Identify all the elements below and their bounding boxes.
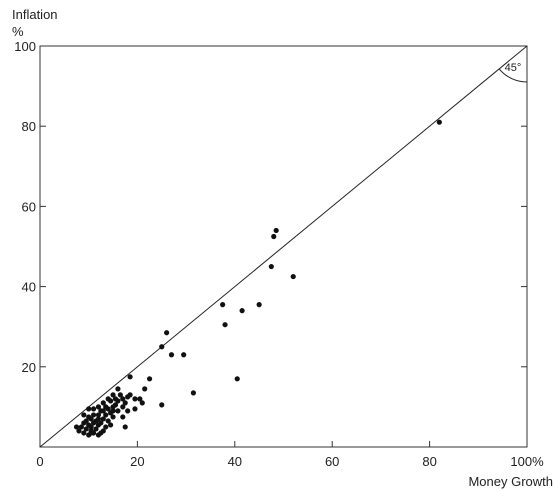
data-point xyxy=(110,408,116,414)
data-point xyxy=(86,432,92,438)
reference-line-45deg xyxy=(39,45,528,448)
data-point xyxy=(86,414,92,420)
data-point xyxy=(290,273,296,280)
data-point xyxy=(98,408,104,414)
data-point xyxy=(220,302,226,308)
x-tick-label: 60 xyxy=(325,454,339,469)
y-tick-label: 100 xyxy=(14,39,36,54)
data-point xyxy=(81,420,87,426)
data-point xyxy=(137,396,143,402)
data-point xyxy=(103,404,109,410)
data-point xyxy=(110,404,116,410)
x-tick-label: 20 xyxy=(130,454,144,469)
data-point xyxy=(436,119,442,125)
data-point xyxy=(86,406,92,412)
data-point xyxy=(132,396,138,402)
data-point xyxy=(100,416,106,422)
data-point xyxy=(78,424,84,430)
data-point xyxy=(125,408,131,414)
data-point xyxy=(122,400,128,406)
data-point xyxy=(110,414,116,420)
data-point xyxy=(115,398,121,404)
data-point xyxy=(139,400,145,406)
data-point xyxy=(181,352,187,358)
data-point xyxy=(95,432,102,438)
data-point xyxy=(122,424,128,430)
data-point xyxy=(95,412,102,418)
data-point xyxy=(81,430,87,436)
data-point xyxy=(100,400,106,406)
data-point xyxy=(120,404,126,410)
data-point xyxy=(146,376,153,382)
data-point xyxy=(271,233,277,240)
data-point xyxy=(105,418,111,424)
x-axis: 0 20 40 60 80 100% xyxy=(36,441,544,469)
y-tick-label: 40 xyxy=(22,280,36,295)
data-point xyxy=(168,352,175,358)
y-tick-label: 20 xyxy=(22,360,36,375)
data-point xyxy=(95,404,102,410)
data-point xyxy=(81,412,87,418)
data-point xyxy=(273,227,279,234)
data-point xyxy=(120,396,126,402)
data-point xyxy=(90,406,97,412)
data-point xyxy=(86,422,92,428)
data-point xyxy=(108,422,114,428)
data-point xyxy=(222,322,228,328)
data-point xyxy=(93,426,99,432)
data-point xyxy=(239,308,245,314)
data-point xyxy=(76,428,82,434)
data-point xyxy=(256,302,262,308)
x-tick-label: 0 xyxy=(36,454,43,469)
data-point xyxy=(73,424,80,430)
y-axis-title: Inflation xyxy=(12,7,58,22)
data-point xyxy=(127,374,133,380)
data-point xyxy=(268,263,274,270)
data-point xyxy=(95,422,102,428)
plot-frame xyxy=(39,45,528,448)
y-axis: 20 40 60 80 100 xyxy=(14,39,527,375)
y-tick-label: 80 xyxy=(22,119,36,134)
data-point xyxy=(159,344,165,350)
data-point xyxy=(234,376,240,382)
data-point xyxy=(105,396,111,402)
data-point xyxy=(159,402,165,408)
x-tick-label: 80 xyxy=(422,454,436,469)
x-tick-label: 40 xyxy=(228,454,242,469)
data-point xyxy=(90,412,97,418)
y-axis-unit: % xyxy=(12,24,24,39)
data-point xyxy=(115,408,121,414)
x-axis-title: Money Growth xyxy=(468,474,553,489)
x-tick-label: 100% xyxy=(510,454,544,469)
data-point xyxy=(164,330,170,336)
data-point xyxy=(120,414,126,420)
data-point xyxy=(117,392,123,398)
angle-label: 45° xyxy=(505,62,522,74)
data-point xyxy=(90,420,97,426)
data-point xyxy=(142,386,148,392)
data-point xyxy=(132,406,138,412)
data-point xyxy=(110,392,116,398)
angle-arc xyxy=(498,68,528,83)
data-point xyxy=(125,394,131,400)
data-point xyxy=(103,412,109,418)
data-point xyxy=(115,386,121,392)
data-point xyxy=(90,430,97,436)
data-point xyxy=(190,390,197,396)
data-points xyxy=(73,119,442,438)
data-point xyxy=(103,424,109,430)
data-point xyxy=(83,426,89,432)
y-tick-label: 60 xyxy=(22,199,36,214)
